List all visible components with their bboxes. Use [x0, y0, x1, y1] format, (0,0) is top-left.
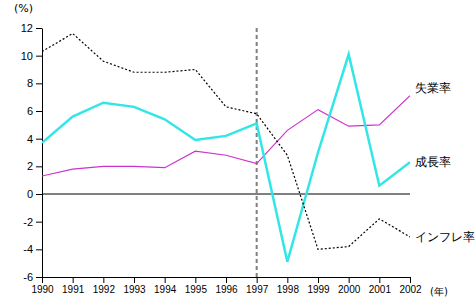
- y-tick-mark: [36, 222, 42, 223]
- y-tick-mark: [36, 56, 42, 57]
- zero-line: [42, 194, 410, 195]
- y-tick-label: 6: [27, 105, 33, 117]
- x-tick-mark: [165, 277, 166, 283]
- x-tick-mark: [257, 277, 258, 283]
- y-tick-label: 10: [21, 50, 33, 62]
- x-tick: 1999: [307, 277, 330, 295]
- x-tick-mark: [410, 277, 411, 283]
- y-tick-mark: [36, 194, 42, 195]
- x-tick: 2002: [399, 277, 422, 295]
- y-tick-label: 12: [21, 22, 33, 34]
- y-tick-mark: [36, 139, 42, 140]
- y-tick-label: 8: [27, 77, 33, 89]
- series-line: [42, 54, 410, 261]
- y-tick: 6: [27, 105, 42, 117]
- x-tick: 2000: [338, 277, 361, 295]
- plot-area: [42, 28, 410, 277]
- y-tick: -4: [23, 243, 42, 255]
- x-tick-label: 1998: [277, 284, 300, 295]
- x-tick-label: 1990: [31, 284, 54, 295]
- x-tick-mark: [287, 277, 288, 283]
- x-tick-label: 1991: [62, 284, 85, 295]
- reference-line: [256, 28, 258, 277]
- x-tick-mark: [349, 277, 350, 283]
- y-tick-label: 4: [27, 133, 33, 145]
- y-tick-label: -6: [23, 271, 33, 283]
- y-tick-mark: [36, 166, 42, 167]
- x-tick-label: 1992: [93, 284, 116, 295]
- y-tick: 4: [27, 133, 42, 145]
- x-tick: 1996: [215, 277, 238, 295]
- x-tick-mark: [226, 277, 227, 283]
- x-tick-label: 2002: [399, 284, 422, 295]
- x-tick-label: 1999: [307, 284, 330, 295]
- x-tick: 1993: [123, 277, 146, 295]
- x-axis: 1990 1991 1992 1993 1994 1995 1996 1997 1998 1999…: [31, 277, 422, 295]
- y-tick-label: -2: [23, 216, 33, 228]
- x-tick-label: 1995: [185, 284, 208, 295]
- x-tick: 1991: [62, 277, 85, 295]
- x-tick-mark: [73, 277, 74, 283]
- x-tick: 1990: [31, 277, 54, 295]
- x-tick-label: 1993: [123, 284, 146, 295]
- x-tick-label: 2001: [369, 284, 392, 295]
- x-tick-mark: [42, 277, 43, 283]
- x-tick-mark: [318, 277, 319, 283]
- x-tick: 2001: [369, 277, 392, 295]
- x-tick-label: 1997: [246, 284, 269, 295]
- series-line: [42, 34, 410, 250]
- x-tick: 1998: [277, 277, 300, 295]
- y-axis-title: (%): [14, 2, 33, 15]
- x-tick-label: 2000: [338, 284, 361, 295]
- x-tick-mark: [195, 277, 196, 283]
- chart: -6-4-20246810121990199119921993199419951…: [0, 0, 475, 300]
- y-tick-mark: [36, 28, 42, 29]
- x-tick-label: 1994: [154, 284, 177, 295]
- series-label: 失業率: [415, 81, 451, 95]
- x-tick-mark: [379, 277, 380, 283]
- y-axis-line: [42, 29, 43, 278]
- y-tick: 12: [21, 22, 42, 34]
- series-label: 成長率: [415, 155, 451, 169]
- y-tick-label: 2: [27, 160, 33, 172]
- y-tick-mark: [36, 111, 42, 112]
- y-tick: 2: [27, 160, 42, 172]
- y-tick-mark: [36, 277, 42, 278]
- y-tick: -2: [23, 216, 42, 228]
- y-tick: 8: [27, 77, 42, 89]
- y-tick: -6: [23, 271, 42, 283]
- x-axis-title: (年): [430, 286, 448, 297]
- y-axis: -6 -4 -2 0 2 4 6 8 10 12: [21, 22, 43, 283]
- y-tick-mark: [36, 249, 42, 250]
- x-tick: 1994: [154, 277, 177, 295]
- x-tick: 1992: [93, 277, 116, 295]
- y-tick: 10: [21, 50, 42, 62]
- y-tick-mark: [36, 83, 42, 84]
- x-tick: 1995: [185, 277, 208, 295]
- x-tick-mark: [103, 277, 104, 283]
- x-tick-mark: [134, 277, 135, 283]
- y-tick-label: 0: [27, 188, 33, 200]
- y-tick: 0: [27, 188, 42, 200]
- series-label: インフレ率: [415, 230, 475, 244]
- y-tick-label: -4: [23, 243, 33, 255]
- x-tick: 1997: [246, 277, 269, 295]
- x-tick-label: 1996: [215, 284, 238, 295]
